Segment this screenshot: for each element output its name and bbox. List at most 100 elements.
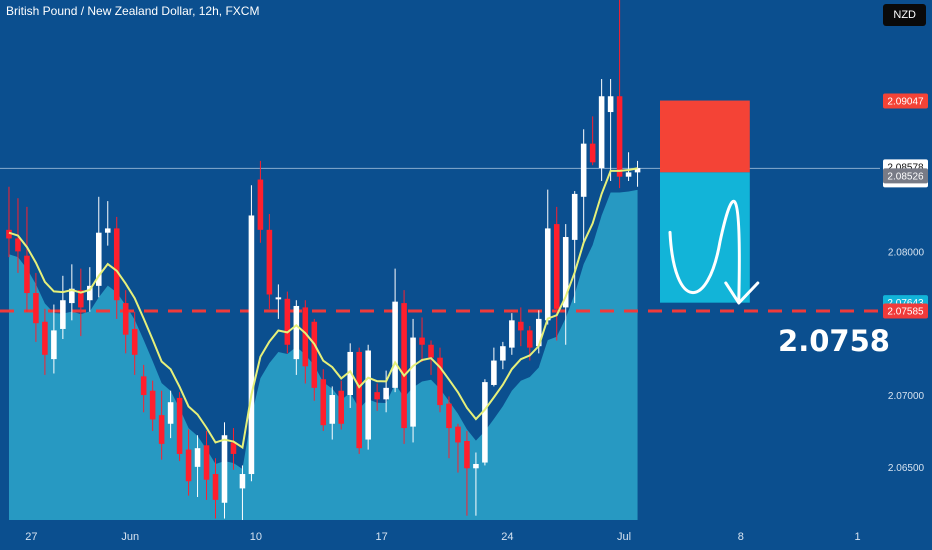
ma-cloud-area <box>8 189 638 520</box>
candle <box>248 185 255 482</box>
candle <box>616 0 623 189</box>
candle-body <box>15 238 21 252</box>
candle <box>212 458 219 519</box>
candle-body <box>33 293 39 324</box>
currency-badge[interactable]: NZD <box>883 4 926 26</box>
candle <box>302 300 309 384</box>
candle <box>347 343 353 408</box>
candle-body <box>527 330 533 348</box>
candle-body <box>51 330 57 360</box>
candle-body <box>598 96 605 169</box>
candle <box>625 152 632 181</box>
price-label-text: 2.07585 <box>887 306 924 317</box>
candle-body <box>320 379 327 426</box>
candle <box>257 160 264 243</box>
candle-body <box>221 435 228 503</box>
take-profit-box <box>660 172 750 303</box>
x-tick-label: Jul <box>617 531 631 543</box>
candle-body <box>78 290 84 308</box>
candle <box>140 364 147 413</box>
candle <box>562 224 569 345</box>
candle <box>589 116 596 166</box>
price-label-stop: 2.09047 <box>883 93 928 109</box>
price-label-box <box>883 168 928 184</box>
candle-body <box>257 179 264 230</box>
candle-body <box>122 303 129 335</box>
candle <box>311 318 318 401</box>
candle-body <box>553 224 560 309</box>
candle <box>131 311 138 375</box>
candle-body <box>482 382 488 463</box>
axes: 2.06500 2.07000 2.08000 27 Jun 10 17 24 Jul 8 1 2.0… <box>25 93 928 543</box>
candle <box>580 129 587 242</box>
candle-body <box>544 228 551 321</box>
candle <box>544 189 551 325</box>
candle <box>24 206 30 312</box>
candle-body <box>185 449 192 482</box>
candle-body <box>607 96 614 113</box>
candle-body <box>338 390 345 424</box>
x-tick-label: 24 <box>501 531 513 543</box>
candle-body <box>491 360 497 385</box>
price-label-box <box>883 93 928 109</box>
candle-body <box>212 474 219 500</box>
candle-body <box>580 143 587 197</box>
candle-body <box>374 392 380 400</box>
candle <box>51 304 57 374</box>
candle-body <box>500 346 506 361</box>
candle <box>293 300 300 375</box>
candle <box>275 284 282 319</box>
y-tick-label: 2.07000 <box>888 391 925 402</box>
candle-body <box>149 390 156 420</box>
candle <box>95 196 102 298</box>
price-label-gray: 2.08526 <box>883 168 928 184</box>
candle <box>464 430 470 516</box>
candle <box>455 423 461 473</box>
candle <box>230 428 237 470</box>
candle <box>598 79 605 181</box>
candle-body <box>203 445 210 480</box>
candle-body <box>419 337 425 345</box>
candle <box>104 201 111 246</box>
candle <box>338 380 345 430</box>
candle-body <box>176 397 183 454</box>
candle <box>185 429 192 496</box>
candle <box>401 290 407 444</box>
candle-body <box>428 344 434 358</box>
candle-body <box>455 426 461 443</box>
candle-body <box>437 357 443 406</box>
candle <box>69 264 75 321</box>
candle-body <box>293 305 300 360</box>
candle-body <box>6 229 12 239</box>
candle-body <box>518 321 524 331</box>
candle <box>446 396 452 459</box>
candle <box>500 341 506 370</box>
candle-body <box>356 351 362 449</box>
candle <box>42 308 48 375</box>
candle-body <box>266 229 273 295</box>
candle <box>410 318 416 443</box>
candle <box>266 214 273 309</box>
candle <box>176 392 183 462</box>
candle-body <box>24 255 30 294</box>
candle <box>473 452 479 516</box>
moving-average-line <box>8 167 638 450</box>
candle <box>60 275 66 340</box>
candle <box>509 313 515 355</box>
candle-body <box>302 307 309 367</box>
candle <box>482 379 488 466</box>
candle-body <box>562 237 569 308</box>
candle-body <box>230 442 237 454</box>
x-tick-label: 27 <box>25 531 37 543</box>
candle-body <box>535 318 542 347</box>
candle <box>167 390 174 439</box>
candle-body <box>42 321 48 355</box>
candle-body <box>383 387 389 400</box>
candle <box>284 291 291 354</box>
price-label-box <box>883 303 928 319</box>
candle-body <box>69 288 75 304</box>
candle-body <box>158 415 165 444</box>
candle <box>122 290 129 354</box>
